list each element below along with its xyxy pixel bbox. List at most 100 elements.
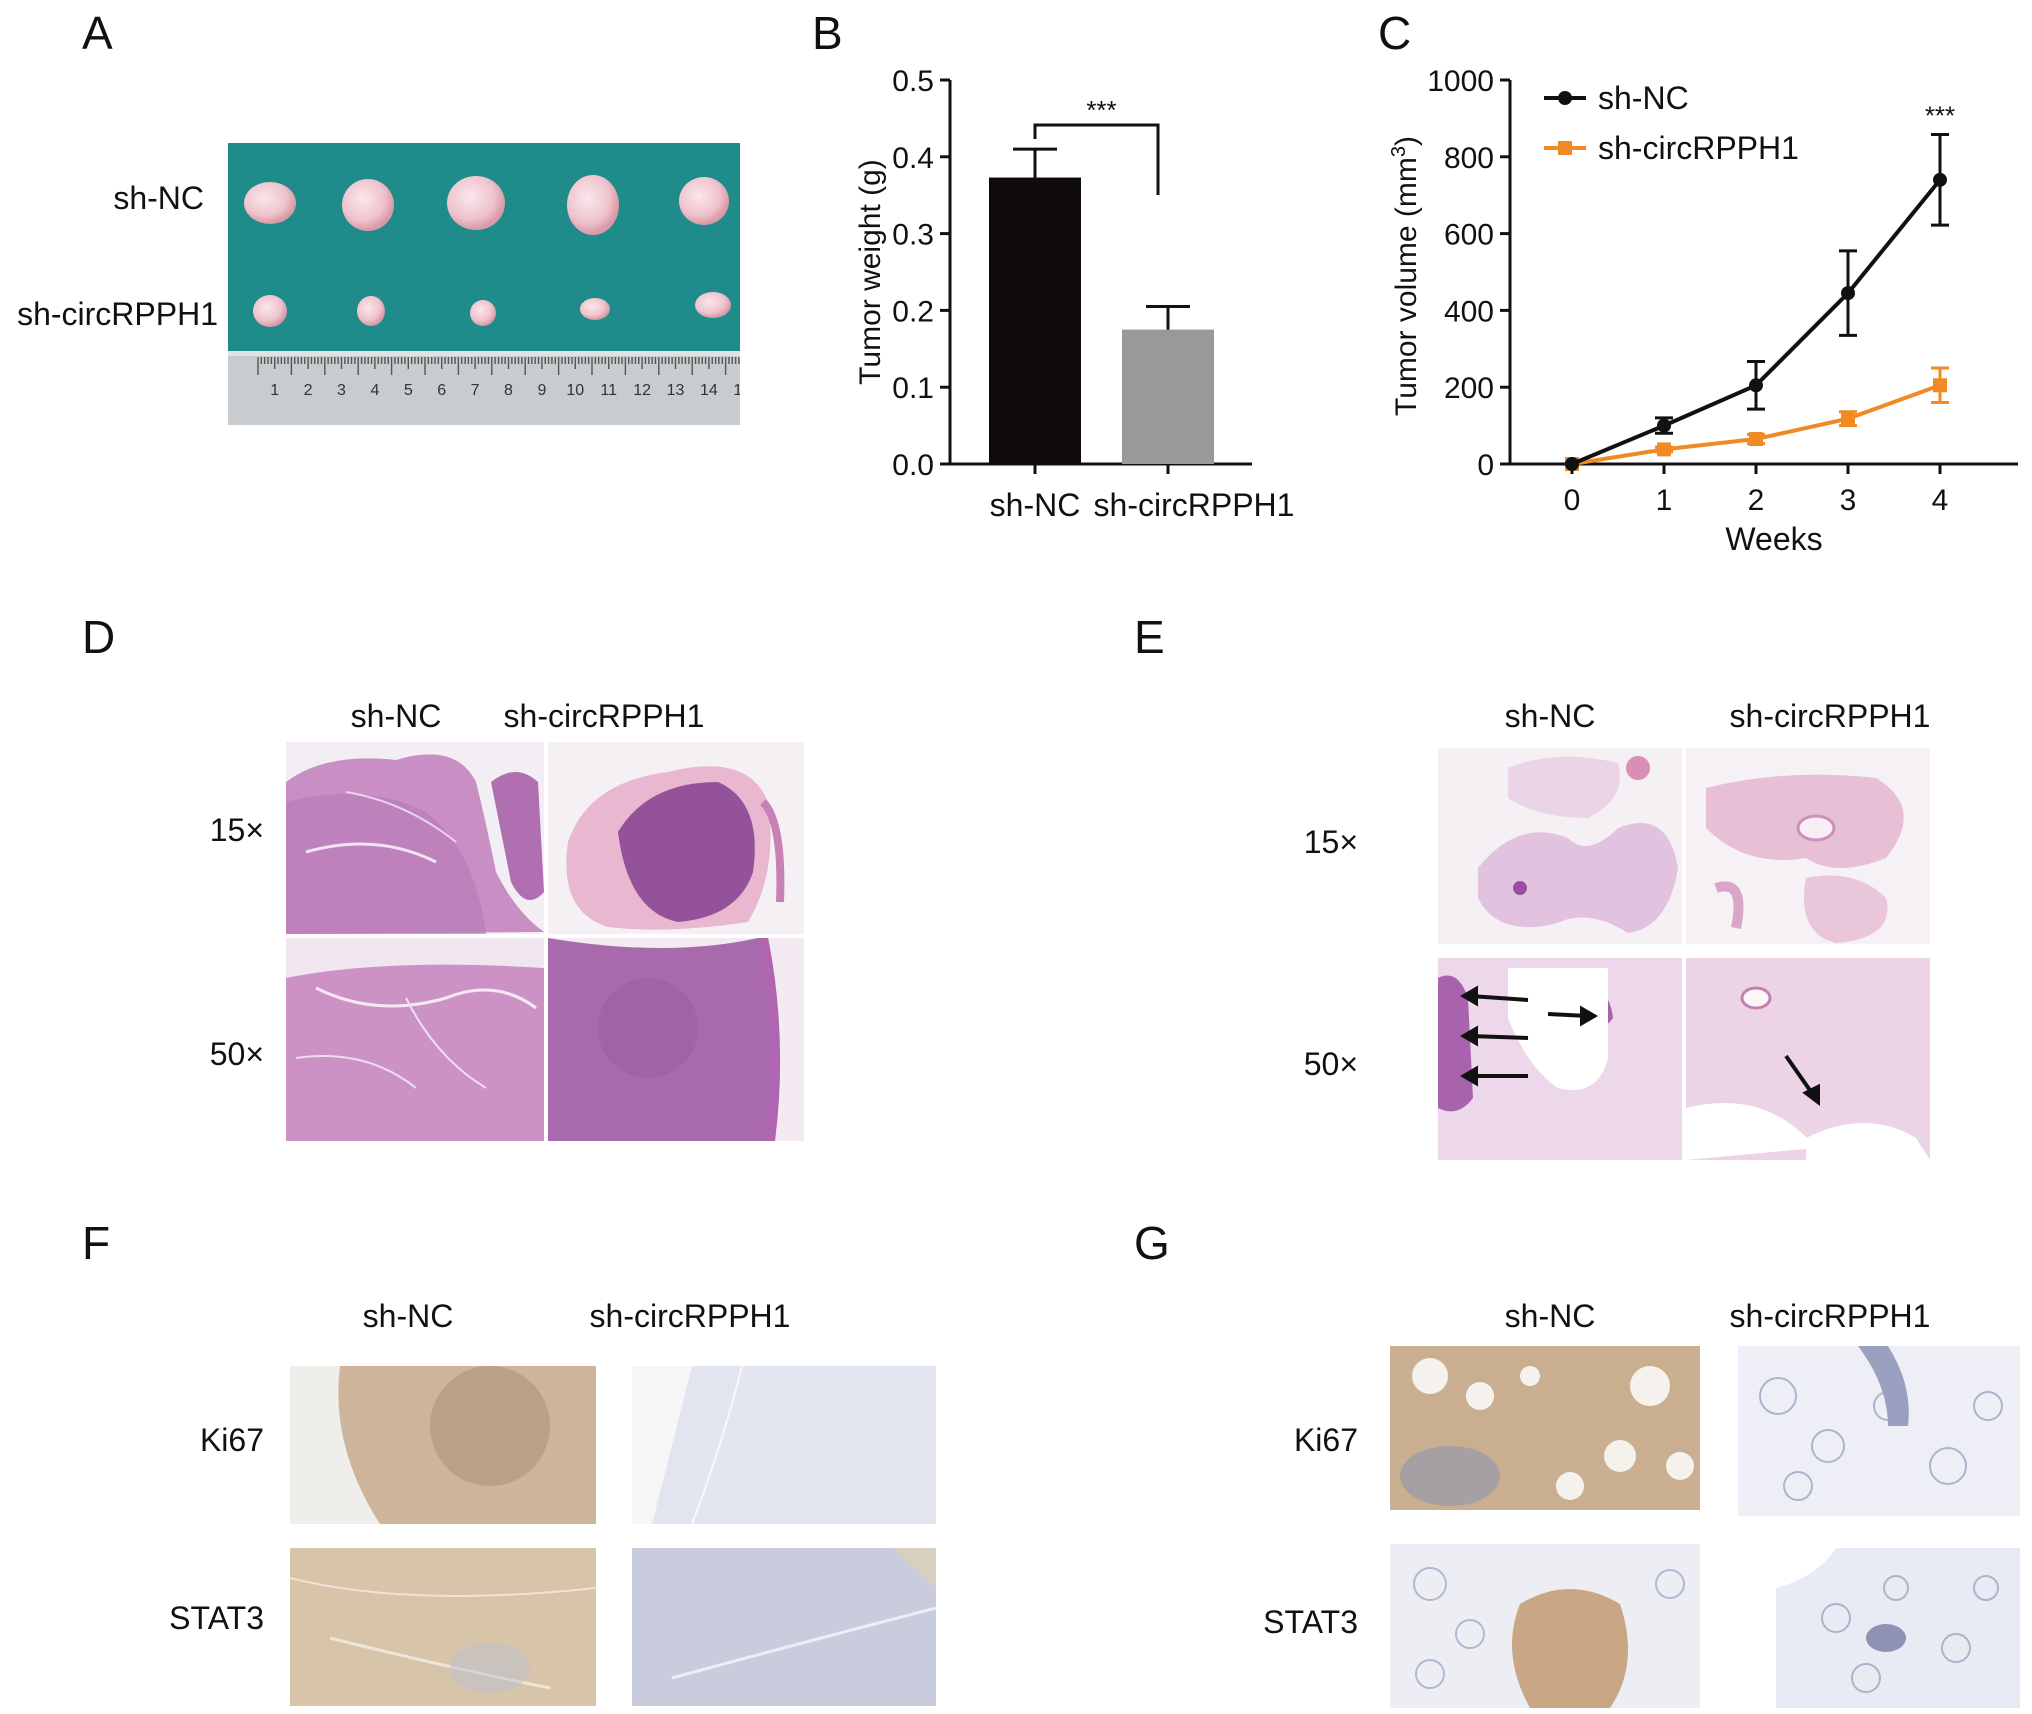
c-y-tick-label: 600 bbox=[1444, 219, 1494, 252]
ihc-tumor-ki67-sh-nc bbox=[290, 1366, 596, 1524]
b-category-label: sh-circRPPH1 bbox=[1094, 487, 1295, 523]
c-point-sh-circrpph1 bbox=[1749, 432, 1763, 447]
c-x-tick-label: 2 bbox=[1748, 484, 1765, 517]
g-row-label-stat3: STAT3 bbox=[1263, 1604, 1358, 1640]
b-bar-sh-circrpph1 bbox=[1122, 329, 1214, 464]
f-row-label-stat3: STAT3 bbox=[169, 1600, 264, 1636]
c-point-sh-nc bbox=[1657, 418, 1671, 433]
d-col-label-sh-nc: sh-NC bbox=[350, 698, 442, 734]
e-row-label-50x: 50× bbox=[1303, 1046, 1358, 1082]
b-y-tick-label: 0.5 bbox=[892, 65, 934, 98]
f-col-label-sh-circrpph1: sh-circRPPH1 bbox=[589, 1298, 791, 1334]
panel-letter-a: A bbox=[82, 7, 113, 59]
ruler-number: 11 bbox=[600, 382, 617, 399]
c-x-tick-label: 3 bbox=[1840, 484, 1857, 517]
chart-b-tumor-weight: 0.0 0.1 0.2 0.3 0.4 0.5 Tumor weight (g) sh-NC s… bbox=[854, 65, 1295, 523]
ruler-number: 3 bbox=[337, 382, 346, 399]
tumor-sh-nc-5 bbox=[679, 177, 729, 225]
b-y-tick-label: 0.0 bbox=[892, 449, 934, 482]
ruler-number: 12 bbox=[633, 382, 651, 399]
panel-letter-c: C bbox=[1378, 7, 1412, 59]
c-y-axis-label: Tumor volume (mm3) bbox=[1388, 136, 1423, 416]
ruler-number: 2 bbox=[304, 382, 313, 399]
he-tumor-sh-nc-15x bbox=[286, 742, 544, 934]
b-y-tick-label: 0.3 bbox=[892, 219, 934, 252]
ruler-number: 4 bbox=[370, 382, 379, 399]
b-y-tick-label: 0.2 bbox=[892, 295, 934, 328]
tumor-sh-nc-3 bbox=[447, 176, 505, 230]
photo-row-label-sh-circrpph1: sh-circRPPH1 bbox=[17, 296, 218, 332]
ruler-numbers: 123456789101112131415 bbox=[270, 382, 740, 399]
ruler-number: 5 bbox=[404, 382, 413, 399]
c-point-sh-nc bbox=[1749, 378, 1763, 393]
b-significance-bracket bbox=[1033, 123, 1160, 195]
tumor-sh-nc-1 bbox=[244, 182, 296, 224]
d-row-label-50x: 50× bbox=[209, 1036, 264, 1072]
g-col-label-sh-circrpph1: sh-circRPPH1 bbox=[1729, 1298, 1931, 1334]
c-x-tick-label: 4 bbox=[1932, 484, 1949, 517]
photo-row-label-sh-nc: sh-NC bbox=[113, 180, 204, 216]
panel-letter-f: F bbox=[82, 1217, 111, 1269]
c-legend-label-sh-nc: sh-NC bbox=[1598, 80, 1689, 116]
b-bar-sh-nc bbox=[989, 177, 1081, 464]
ihc-tumor-ki67-sh-circrpph1 bbox=[632, 1366, 936, 1524]
b-category-label: sh-NC bbox=[990, 487, 1081, 523]
d-row-label-15x: 15× bbox=[209, 812, 264, 848]
he-lung-sh-nc-15x bbox=[1438, 748, 1682, 944]
c-x-tick-label: 0 bbox=[1564, 484, 1581, 517]
he-tumor-sh-circrpph1-50x bbox=[548, 938, 804, 1141]
ihc-lung-ki67-sh-circrpph1 bbox=[1738, 1346, 2020, 1516]
b-y-axis-label: Tumor weight (g) bbox=[854, 159, 887, 385]
c-y-tick-label: 0 bbox=[1477, 449, 1494, 482]
ruler-number: 13 bbox=[667, 382, 685, 399]
ihc-lung-stat3-sh-nc bbox=[1390, 1544, 1700, 1708]
c-legend-marker bbox=[1558, 141, 1572, 155]
panel-letter-b: B bbox=[812, 7, 843, 59]
ihc-tumor-stat3-sh-nc bbox=[290, 1548, 596, 1706]
ruler-number: 6 bbox=[437, 382, 446, 399]
f-col-label-sh-nc: sh-NC bbox=[362, 1298, 454, 1334]
c-legend-marker bbox=[1558, 91, 1572, 105]
panel-letter-e: E bbox=[1134, 611, 1165, 663]
tumor-sh-nc-2 bbox=[342, 179, 394, 231]
ruler-number: 1 bbox=[270, 382, 279, 399]
e-col-label-sh-circrpph1: sh-circRPPH1 bbox=[1729, 698, 1931, 734]
ruler-number: 7 bbox=[471, 382, 480, 399]
panel-letter-g: G bbox=[1134, 1217, 1170, 1269]
c-series-line-sh-nc bbox=[1571, 178, 1942, 466]
b-significance-stars: *** bbox=[1086, 95, 1116, 125]
b-y-tick-label: 0.1 bbox=[892, 372, 934, 405]
tumor-sh-circrpph1-4 bbox=[580, 298, 610, 320]
he-tumor-sh-circrpph1-15x bbox=[548, 742, 804, 934]
e-row-label-15x: 15× bbox=[1303, 824, 1358, 860]
ihc-tumor-stat3-sh-circrpph1 bbox=[632, 1548, 936, 1706]
tumor-sh-circrpph1-3 bbox=[470, 300, 496, 326]
he-lung-sh-nc-50x bbox=[1438, 958, 1682, 1160]
c-point-sh-circrpph1 bbox=[1933, 378, 1947, 393]
he-lung-sh-circrpph1-15x bbox=[1686, 748, 1930, 944]
ruler-number: 8 bbox=[504, 382, 513, 399]
c-x-tick-label: 1 bbox=[1656, 484, 1673, 517]
panel-letter-d: D bbox=[82, 611, 116, 663]
ruler-number: 15 bbox=[733, 382, 740, 399]
c-point-sh-circrpph1 bbox=[1657, 442, 1671, 457]
c-point-sh-nc bbox=[1933, 172, 1947, 187]
tumor-photo: 123456789101112131415 bbox=[228, 143, 740, 425]
ruler-number: 14 bbox=[700, 382, 718, 399]
tumor-sh-nc-4 bbox=[567, 175, 619, 235]
ihc-lung-stat3-sh-circrpph1 bbox=[1776, 1548, 2020, 1708]
c-y-tick-label: 200 bbox=[1444, 372, 1494, 405]
he-lung-sh-circrpph1-50x bbox=[1686, 958, 1930, 1160]
b-y-tick-label: 0.4 bbox=[892, 142, 934, 175]
tumor-sh-circrpph1-2 bbox=[357, 296, 385, 326]
chart-c-tumor-volume: 0 200 400 600 800 1000 0 1 2 3 4 Weeks Tumor volume … bbox=[1388, 65, 2018, 557]
c-point-sh-nc bbox=[1565, 457, 1579, 471]
he-tumor-sh-nc-50x bbox=[286, 938, 544, 1141]
tumor-sh-circrpph1-1 bbox=[253, 295, 287, 327]
ruler-number: 9 bbox=[537, 382, 546, 399]
ihc-lung-ki67-sh-nc bbox=[1390, 1346, 1700, 1510]
c-legend-label-sh-circrpph1: sh-circRPPH1 bbox=[1598, 130, 1799, 166]
d-col-label-sh-circrpph1: sh-circRPPH1 bbox=[503, 698, 705, 734]
c-point-sh-nc bbox=[1841, 286, 1855, 301]
g-row-label-ki67: Ki67 bbox=[1293, 1422, 1358, 1458]
